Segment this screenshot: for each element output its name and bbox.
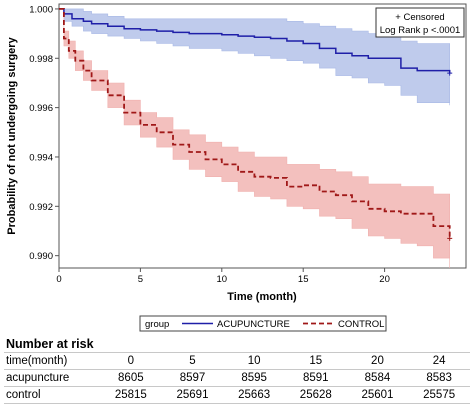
legend-frame	[139, 315, 387, 332]
survival-lines	[59, 7, 453, 241]
legend-label-control: CONTROL	[338, 319, 384, 330]
risk-value-cell: 25601	[346, 386, 409, 404]
y-tick-label: 0.992	[29, 202, 53, 213]
legend-label-acupuncture: ACUPUNCTURE	[217, 319, 290, 330]
risk-value-cell: 8597	[161, 369, 224, 387]
x-tick-label: 10	[217, 274, 228, 285]
risk-time-cell: 24	[408, 352, 470, 370]
y-tick-label: 0.990	[29, 251, 53, 262]
risk-value-cell: 25628	[284, 386, 347, 404]
risk-value-cell: 25691	[161, 386, 224, 404]
x-tick-label: 5	[138, 274, 143, 285]
y-axis-title: Probability of not undergoing surgery	[6, 36, 18, 234]
confidence-band-control	[59, 8, 451, 268]
risk-time-cell: 15	[284, 352, 347, 370]
risk-time-cell: 5	[161, 352, 224, 370]
risk-value-cell: 8583	[408, 369, 470, 387]
risk-value-cell: 8605	[100, 369, 162, 387]
survival-line-acupuncture	[59, 8, 451, 74]
survival-line-control	[59, 7, 451, 239]
censor-mark-acupuncture	[447, 70, 453, 76]
risk-value-cell: 25575	[408, 386, 470, 404]
risk-row-label: control	[4, 386, 100, 404]
annotation-censored: + Censored	[395, 12, 444, 23]
annotation-logrank: Log Rank p <.0001	[380, 25, 461, 36]
risk-row-time: time(month) 0 5 10 15 20 24	[4, 352, 470, 370]
risk-row-acupuncture: acupuncture 8605 8597 8595 8591 8584 858…	[4, 369, 470, 387]
risk-time-cell: 20	[346, 352, 409, 370]
risk-row-label: time(month)	[4, 352, 100, 370]
x-axis-title: Time (month)	[227, 291, 297, 303]
x-tick-label: 15	[298, 274, 309, 285]
confidence-band-acupuncture	[59, 8, 451, 106]
risk-value-cell: 8595	[223, 369, 285, 387]
risk-table-title: Number at risk	[6, 337, 94, 351]
risk-value-cell: 8584	[346, 369, 409, 387]
x-tick-label: 20	[379, 274, 390, 285]
risk-time-cell: 10	[223, 352, 285, 370]
number-at-risk-table: time(month) 0 5 10 15 20 24 acupuncture …	[4, 352, 470, 404]
censor-mark-control	[447, 235, 453, 241]
risk-row-control: control 25815 25691 25663 25628 25601 25…	[4, 386, 470, 404]
x-tick-label: 0	[56, 274, 61, 285]
survival-plot: 0 5 10 15 20 0.9900.9920.9940.9960.9981.000 …	[6, 3, 467, 332]
y-tick-label: 0.996	[29, 103, 53, 114]
risk-value-cell: 25815	[100, 386, 162, 404]
y-axis-ticks: 0.990 0.992 0.994 0.996 0.998 1.000	[29, 4, 59, 262]
y-tick-label: 0.998	[29, 54, 53, 65]
confidence-bands	[59, 8, 451, 268]
annotation-box: + Censored Log Rank p <.0001	[375, 7, 465, 38]
legend-title: group	[145, 319, 169, 330]
risk-value-cell: 25663	[223, 386, 285, 404]
risk-row-label: acupuncture	[4, 369, 100, 387]
risk-time-cell: 0	[100, 352, 162, 370]
legend: group ACUPUNCTURE CONTROL	[139, 315, 387, 332]
y-tick-label: 0.994	[29, 152, 53, 163]
y-tick-label: 1.000	[29, 4, 53, 15]
plot-area-frame	[58, 3, 467, 269]
risk-value-cell: 8591	[284, 369, 347, 387]
annotation-frame	[375, 7, 465, 38]
x-axis-ticks: 0 5 10 15 20	[56, 268, 390, 285]
